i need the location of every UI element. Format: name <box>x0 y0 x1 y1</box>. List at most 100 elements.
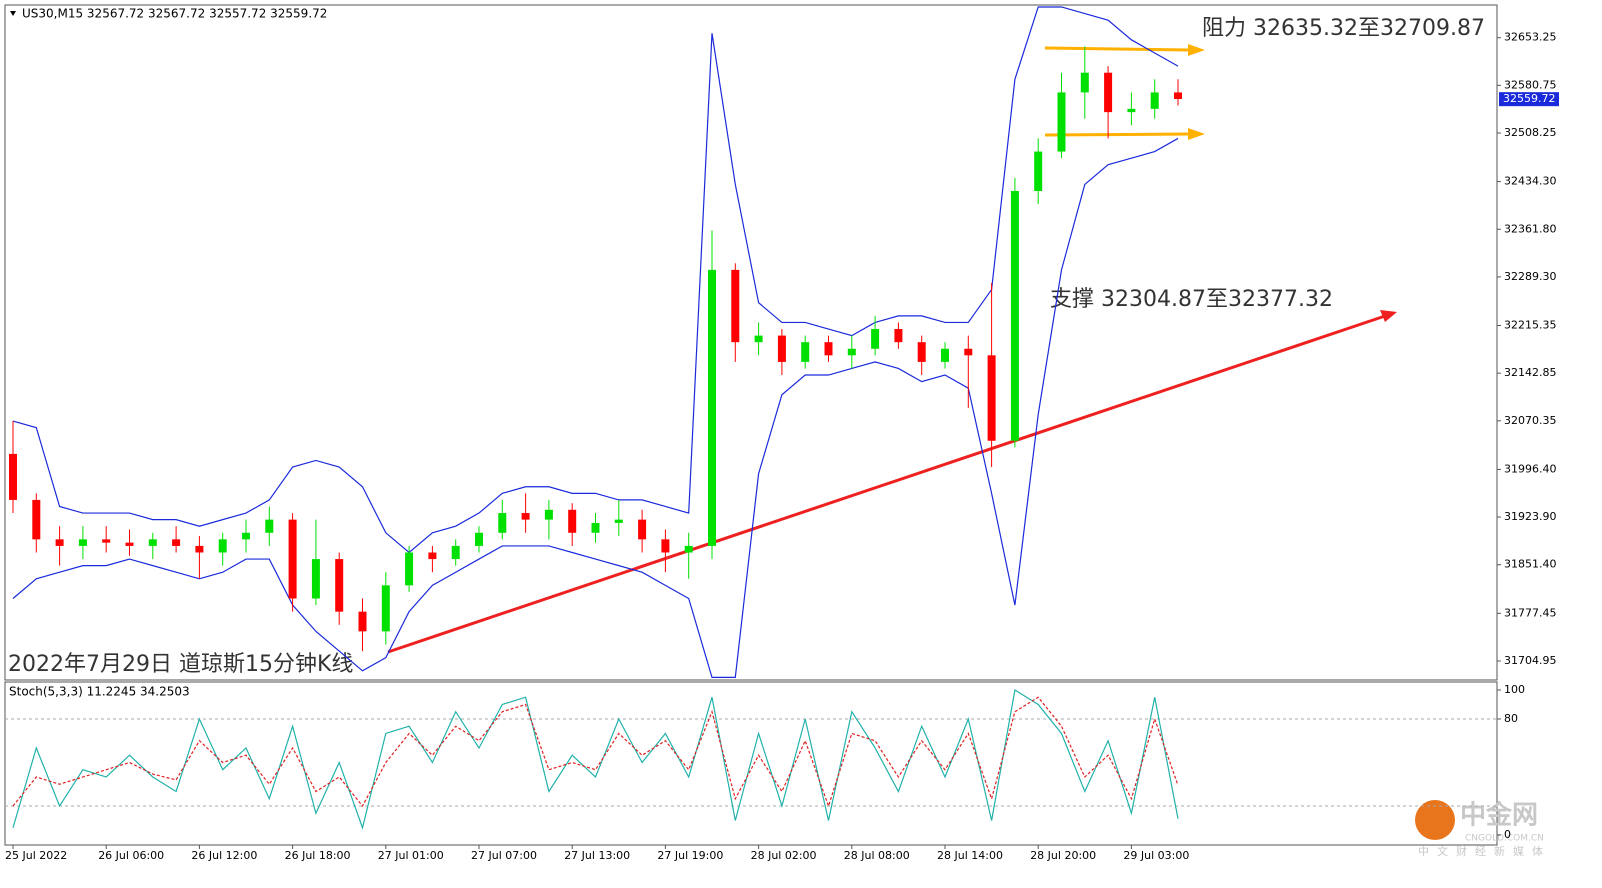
resistance-arrow <box>1044 46 1191 52</box>
annotation: 阻力 32635.32至32709.87 <box>1202 16 1485 41</box>
bollinger-band <box>12 6 1179 554</box>
candle-body <box>661 539 670 553</box>
stoch-line <box>12 688 1179 830</box>
y-tick-label: 32653.25 <box>1504 31 1557 44</box>
x-tick-label: 26 Jul 12:00 <box>191 849 257 862</box>
candle-body <box>754 335 763 343</box>
x-tick-label: 27 Jul 01:00 <box>378 849 444 862</box>
candle-body <box>801 342 810 362</box>
candle-body <box>172 539 181 546</box>
candle-body <box>381 585 390 632</box>
candle-body <box>405 552 414 586</box>
logo <box>1415 800 1455 840</box>
candle-body <box>242 532 250 540</box>
candle-body <box>521 513 530 520</box>
x-tick-label: 28 Jul 08:00 <box>844 849 910 862</box>
candle-body <box>1150 92 1159 109</box>
x-tick-label: 28 Jul 20:00 <box>1030 849 1096 862</box>
candle-body <box>614 519 623 523</box>
y-tick-label: 32070.35 <box>1504 414 1557 427</box>
y-tick-label: 32142.85 <box>1504 366 1557 379</box>
y-tick-label: 100 <box>1504 683 1525 696</box>
candle-body <box>917 342 926 362</box>
watermark-tagline: 中文财经新媒体 <box>1418 844 1551 858</box>
candle-body <box>591 522 600 533</box>
candle-body <box>55 539 64 546</box>
candle-body <box>638 519 647 540</box>
x-tick-label: 27 Jul 07:00 <box>471 849 537 862</box>
x-tick-label: 27 Jul 13:00 <box>564 849 630 862</box>
candle-body <box>218 539 227 553</box>
candle-body <box>335 559 344 612</box>
annotation: 支撑 32304.87至32377.32 <box>1050 287 1333 312</box>
candle-body <box>847 348 856 356</box>
candle-body <box>684 545 693 553</box>
candle-body <box>1080 72 1089 93</box>
candle-body <box>708 269 716 546</box>
y-tick-label: 32508.25 <box>1504 126 1557 139</box>
y-tick-label: 31923.90 <box>1504 510 1557 523</box>
stoch-line <box>12 696 1179 808</box>
candle-body <box>265 519 274 533</box>
candle-body <box>777 335 786 362</box>
support-arrowhead <box>1188 128 1205 140</box>
candle-body <box>311 559 320 599</box>
candle-body <box>1010 191 1019 441</box>
candle-body <box>544 509 553 520</box>
x-tick-label: 28 Jul 14:00 <box>937 849 1003 862</box>
y-tick-label: 31777.45 <box>1504 606 1557 619</box>
candle-body <box>78 539 87 546</box>
candle-body <box>451 545 460 560</box>
candle-body <box>428 552 437 560</box>
candle-body <box>824 342 833 356</box>
stoch-title: Stoch(5,3,3) 11.2245 34.2503 <box>9 685 190 699</box>
x-tick-label: 29 Jul 03:00 <box>1123 849 1189 862</box>
y-tick-label: 32361.80 <box>1504 222 1557 235</box>
resistance-arrowhead <box>1188 44 1205 56</box>
candle-body <box>1104 72 1113 113</box>
candle-body <box>1057 92 1066 152</box>
watermark-site: CNGOLD.COM.CN <box>1465 834 1544 844</box>
support-arrow <box>1044 132 1191 137</box>
y-tick-label: 31704.95 <box>1504 654 1557 667</box>
bollinger-band <box>12 137 1179 678</box>
y-tick-label: 31996.40 <box>1504 462 1557 475</box>
y-tick-label: 32289.30 <box>1504 270 1557 283</box>
candle-body <box>941 348 949 362</box>
trend-line <box>387 314 1386 654</box>
y-tick-label: 0 <box>1504 828 1511 841</box>
watermark-brand: 中金网 <box>1460 800 1538 831</box>
candle-body <box>125 542 134 546</box>
stoch-frame <box>4 681 1498 846</box>
candle-body <box>731 269 740 343</box>
x-tick-label: 27 Jul 19:00 <box>657 849 723 862</box>
candle-body <box>32 499 41 540</box>
candle-body <box>1174 92 1182 99</box>
candle-body <box>195 545 204 553</box>
y-tick-label: 32580.75 <box>1504 78 1557 91</box>
candle-body <box>475 532 483 546</box>
menu-arrow <box>10 11 16 16</box>
candle-body <box>288 519 297 599</box>
current-price-label: 32559.72 <box>1503 92 1556 105</box>
y-tick-label: 80 <box>1504 712 1518 725</box>
candle-body <box>1127 108 1136 113</box>
y-tick-label: 32215.35 <box>1504 319 1557 332</box>
candle-body <box>498 513 507 533</box>
candle-body <box>148 539 157 546</box>
candle-body <box>358 611 367 632</box>
candle-body <box>871 329 880 349</box>
candle-body <box>568 509 577 533</box>
annotation: 2022年7月29日 道琼斯15分钟K线 <box>8 652 353 677</box>
candle-body <box>102 539 111 543</box>
x-tick-label: 25 Jul 2022 <box>5 849 67 862</box>
candle-body <box>1034 151 1043 192</box>
candle-body <box>9 453 17 500</box>
candle-body <box>964 348 973 356</box>
candle-body <box>894 329 903 343</box>
chart-title: US30,M15 32567.72 32567.72 32557.72 3255… <box>22 7 327 21</box>
current-price-box <box>1499 92 1559 107</box>
main-frame <box>4 4 1498 681</box>
